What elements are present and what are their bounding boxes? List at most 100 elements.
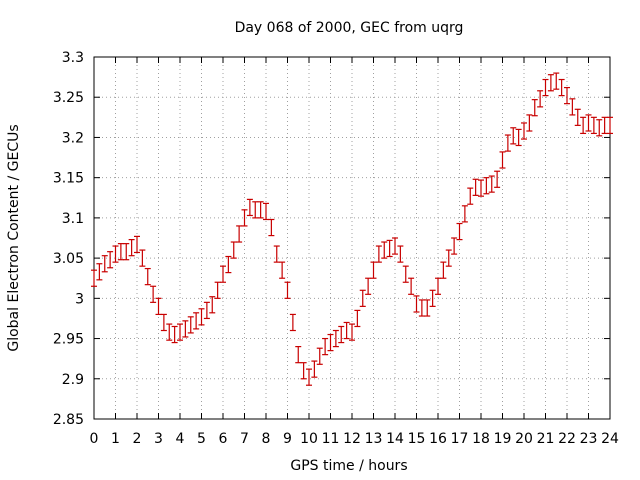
data-point — [209, 296, 216, 314]
data-point — [155, 297, 162, 316]
x-tick-label: 11 — [322, 431, 340, 447]
data-point — [515, 128, 522, 147]
data-point — [338, 325, 345, 344]
y-tick-label: 2.95 — [53, 332, 84, 348]
data-point — [327, 333, 334, 352]
data-point — [461, 205, 468, 223]
data-point — [295, 346, 302, 364]
data-point — [537, 90, 544, 108]
data-point — [252, 201, 259, 219]
data-point — [91, 269, 97, 287]
y-tick-label: 3.3 — [62, 50, 84, 66]
data-point — [386, 239, 393, 258]
data-point — [246, 198, 253, 217]
data-point — [435, 277, 441, 295]
data-point — [521, 122, 527, 140]
x-tick-label: 18 — [472, 431, 490, 447]
data-point — [257, 201, 264, 219]
data-point — [134, 235, 140, 254]
data-point — [418, 299, 425, 317]
data-point — [284, 281, 291, 299]
data-point — [177, 323, 183, 341]
y-tick-label: 3.2 — [62, 130, 84, 146]
data-point — [279, 261, 286, 279]
data-point — [456, 222, 463, 241]
data-point — [451, 237, 458, 255]
x-tick-label: 19 — [494, 431, 512, 447]
x-tick-label: 15 — [408, 431, 426, 447]
data-point — [429, 289, 436, 307]
data-point — [263, 202, 269, 221]
data-point — [171, 325, 178, 344]
data-point — [580, 116, 587, 135]
y-tick-label: 3.05 — [53, 251, 84, 267]
x-tick-label: 23 — [580, 431, 598, 447]
x-tick-label: 10 — [300, 431, 318, 447]
x-tick-label: 12 — [343, 431, 361, 447]
x-tick-label: 17 — [451, 431, 469, 447]
data-point — [236, 225, 243, 243]
data-point — [381, 241, 388, 259]
y-tick-label: 2.9 — [62, 372, 84, 388]
data-point — [150, 285, 157, 303]
data-point — [349, 323, 355, 341]
data-point — [585, 114, 592, 132]
x-tick-label: 1 — [111, 431, 120, 447]
data-point — [193, 312, 200, 330]
x-tick-label: 7 — [240, 431, 249, 447]
x-tick-label: 0 — [90, 431, 99, 447]
data-point — [472, 178, 479, 196]
data-point — [289, 313, 296, 332]
data-point — [478, 179, 484, 197]
data-point — [408, 277, 415, 295]
x-tick-label: 13 — [365, 431, 383, 447]
data-point — [220, 265, 226, 283]
data-point — [365, 277, 372, 295]
data-point — [316, 347, 323, 365]
x-tick-label: 16 — [429, 431, 447, 447]
data-point — [107, 251, 114, 269]
x-tick-label: 3 — [154, 431, 163, 447]
data-point — [488, 175, 495, 193]
data-point — [160, 313, 167, 332]
data-point — [182, 320, 189, 338]
data-point — [590, 116, 597, 135]
data-point — [483, 177, 490, 195]
y-tick-label: 3 — [75, 291, 84, 307]
data-point — [139, 249, 146, 267]
axis-ticks: 0 1 2 3 4 5 6 7 8 9 10 11 12 13 14 15 16 17 18 19 20 21 22 23 24… — [53, 50, 619, 447]
data-point — [547, 74, 554, 92]
data-point — [596, 119, 603, 137]
data-point — [268, 218, 275, 237]
data-point — [397, 245, 404, 263]
data-point — [166, 323, 173, 341]
data-point — [467, 187, 474, 205]
y-axis-label: Global Electron Content / GECUs — [6, 124, 22, 351]
data-point — [128, 239, 135, 257]
data-point — [198, 308, 205, 326]
data-point — [123, 243, 130, 261]
data-point — [402, 265, 409, 283]
data-series — [91, 72, 613, 386]
data-point — [306, 368, 312, 386]
data-point — [101, 255, 108, 273]
data-point — [542, 78, 549, 97]
data-point — [300, 362, 307, 380]
data-point — [553, 72, 560, 90]
x-tick-label: 14 — [386, 431, 404, 447]
data-point — [370, 261, 377, 279]
data-point — [273, 245, 280, 263]
x-tick-label: 22 — [558, 431, 576, 447]
x-tick-label: 9 — [283, 431, 292, 447]
data-point — [499, 151, 506, 169]
data-point — [564, 86, 570, 105]
data-point — [558, 78, 565, 97]
data-point — [392, 237, 398, 255]
data-point — [440, 261, 447, 279]
x-tick-label: 20 — [515, 431, 533, 447]
x-tick-label: 2 — [133, 431, 142, 447]
data-point — [424, 299, 431, 317]
data-point — [230, 241, 237, 259]
x-tick-label: 5 — [197, 431, 206, 447]
data-point — [601, 116, 608, 135]
